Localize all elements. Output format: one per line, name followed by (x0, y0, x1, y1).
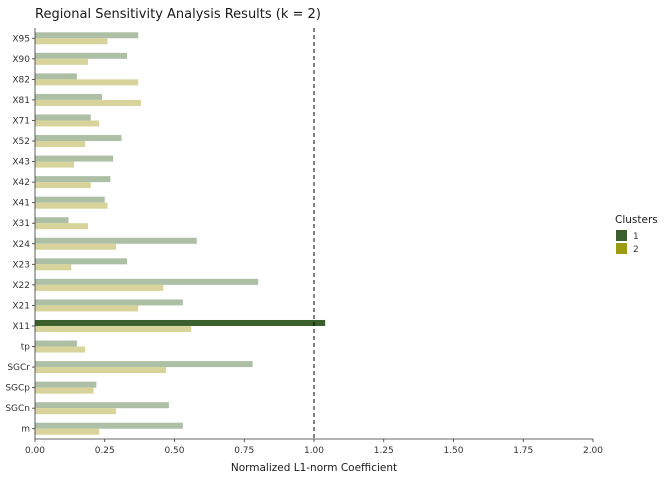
bar-SGCr-cluster-1 (35, 361, 253, 368)
y-tick-label-SGCp: SGCp (5, 384, 30, 394)
y-tick-label-X90: X90 (12, 55, 30, 65)
y-tick-label-X71: X71 (12, 116, 30, 126)
y-tick-label-X82: X82 (12, 75, 30, 85)
y-tick-label-X11: X11 (12, 322, 30, 332)
bar-X23-cluster-1 (35, 258, 128, 265)
x-tick-label-0.50: 0.50 (164, 446, 184, 456)
legend-label-1: 1 (633, 232, 639, 242)
bar-X31-cluster-1 (35, 217, 69, 224)
bar-X24-cluster-1 (35, 237, 197, 244)
bar-SGCp-cluster-1 (35, 381, 97, 388)
legend-title: Clusters (615, 214, 658, 226)
bar-X24-cluster-2 (35, 243, 116, 250)
y-tick-label-tp: tp (21, 343, 31, 353)
y-tick-label-X43: X43 (12, 158, 30, 168)
y-tick-label-SGCr: SGCr (7, 363, 30, 373)
bar-X90-cluster-1 (35, 52, 128, 59)
bar-X95-cluster-2 (35, 38, 108, 45)
bar-X21-cluster-1 (35, 299, 183, 306)
y-tick-label-X81: X81 (12, 96, 30, 106)
y-tick-label-SGCn: SGCn (5, 404, 30, 414)
y-tick-label-X21: X21 (12, 301, 30, 311)
bar-X31-cluster-2 (35, 223, 89, 230)
bar-X43-cluster-2 (35, 161, 75, 168)
bar-X42-cluster-1 (35, 176, 111, 183)
bar-X52-cluster-1 (35, 135, 122, 142)
bar-X22-cluster-2 (35, 284, 164, 291)
bar-m-cluster-2 (35, 428, 100, 435)
x-tick-label-1.00: 1.00 (304, 446, 324, 456)
bar-X82-cluster-2 (35, 79, 139, 86)
bar-tp-cluster-2 (35, 346, 86, 353)
bar-X23-cluster-2 (35, 264, 72, 271)
bar-X11-cluster-2 (35, 325, 192, 332)
bar-X71-cluster-1 (35, 114, 91, 121)
bar-X42-cluster-2 (35, 182, 91, 189)
bar-X21-cluster-2 (35, 305, 139, 312)
bar-X82-cluster-1 (35, 73, 77, 80)
legend-swatch-2 (616, 243, 627, 254)
bar-X71-cluster-2 (35, 120, 100, 127)
y-tick-label-X22: X22 (12, 281, 30, 291)
bar-X81-cluster-1 (35, 93, 102, 100)
x-tick-label-0.75: 0.75 (234, 446, 254, 456)
bar-SGCn-cluster-1 (35, 402, 169, 409)
bar-X90-cluster-2 (35, 58, 89, 65)
bar-tp-cluster-1 (35, 340, 77, 347)
y-tick-label-m: m (21, 425, 30, 435)
legend-swatch-1 (616, 230, 627, 241)
y-tick-label-X24: X24 (12, 240, 30, 250)
x-axis-title: Normalized L1-norm Coefficient (231, 462, 397, 474)
x-tick-label-0.00: 0.00 (25, 446, 45, 456)
bar-X52-cluster-2 (35, 141, 86, 148)
bar-SGCp-cluster-2 (35, 387, 94, 394)
x-tick-label-2.00: 2.00 (583, 446, 603, 456)
bar-X43-cluster-1 (35, 155, 114, 162)
x-tick-label-1.75: 1.75 (513, 446, 533, 456)
bar-X22-cluster-1 (35, 278, 259, 285)
chart-title: Regional Sensitivity Analysis Results (k… (35, 7, 321, 22)
bar-X41-cluster-2 (35, 202, 108, 209)
bar-X95-cluster-1 (35, 32, 139, 39)
y-tick-label-X95: X95 (12, 34, 30, 44)
y-tick-label-X41: X41 (12, 199, 30, 209)
y-tick-label-X52: X52 (12, 137, 30, 147)
x-tick-label-0.25: 0.25 (95, 446, 115, 456)
y-tick-label-X42: X42 (12, 178, 30, 188)
bar-X81-cluster-2 (35, 99, 142, 106)
legend: Clusters 1 2 (615, 214, 658, 255)
legend-label-2: 2 (633, 245, 639, 255)
y-tick-label-X23: X23 (12, 260, 30, 270)
bar-X11-cluster-1 (35, 319, 326, 326)
bar-m-cluster-1 (35, 422, 183, 429)
plot-area: X95 X90 X82 X81 X71 X52 X43 X42 X41 X31 X24 X23 X22 X… (5, 28, 603, 456)
bar-SGCn-cluster-2 (35, 408, 116, 415)
x-tick-label-1.50: 1.50 (443, 446, 463, 456)
bar-X41-cluster-1 (35, 196, 105, 203)
y-tick-label-X31: X31 (12, 219, 30, 229)
bar-SGCr-cluster-2 (35, 367, 167, 374)
x-tick-label-1.25: 1.25 (374, 446, 394, 456)
